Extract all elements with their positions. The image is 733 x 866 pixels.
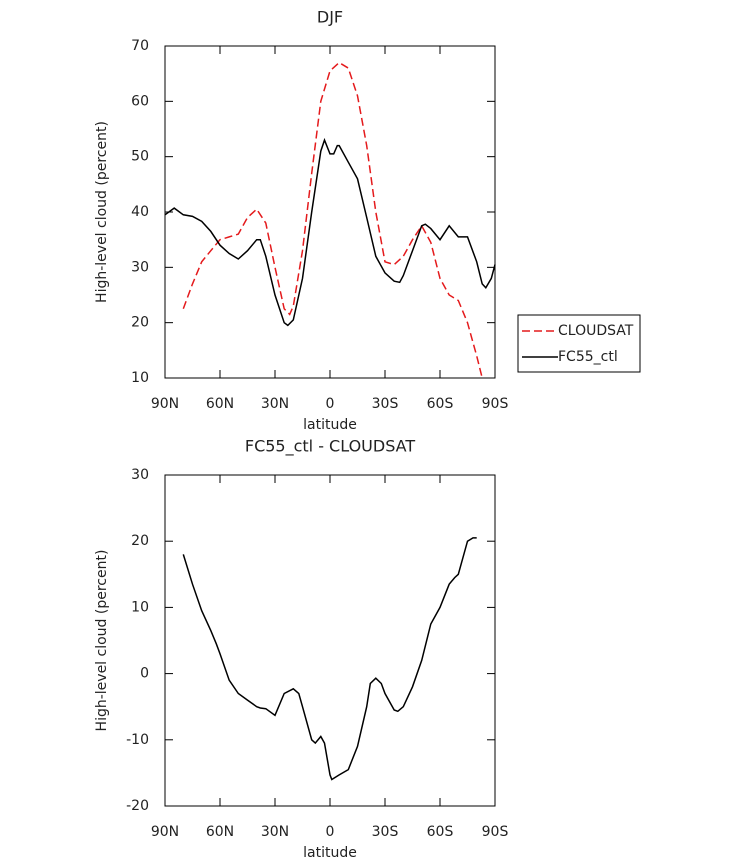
- x-tick-label: 0: [326, 396, 335, 412]
- y-tick-label: 20: [131, 533, 149, 549]
- y-tick-label: 40: [131, 204, 149, 220]
- x-tick-label: 0: [326, 824, 335, 840]
- y-tick-label: -20: [126, 798, 149, 814]
- y-tick-label: -10: [126, 732, 149, 748]
- x-axis-label: latitude: [303, 845, 357, 861]
- x-tick-label: 30N: [261, 396, 289, 412]
- x-tick-label: 60S: [427, 824, 454, 840]
- y-tick-label: 0: [140, 666, 149, 682]
- y-axis-label: High-level cloud (percent): [94, 121, 110, 303]
- y-tick-label: 50: [131, 149, 149, 165]
- x-tick-label: 60N: [206, 396, 234, 412]
- y-tick-label: 30: [131, 259, 149, 275]
- data-line: [182, 61, 483, 379]
- data-line: [164, 137, 496, 327]
- plot-frame: [164, 45, 496, 379]
- x-tick-label: 90S: [482, 396, 509, 412]
- x-tick-label: 60N: [206, 824, 234, 840]
- x-tick-label: 30N: [261, 824, 289, 840]
- x-tick-label: 90N: [151, 396, 179, 412]
- legend-label: FC55_ctl: [558, 349, 618, 365]
- y-tick-label: 70: [131, 38, 149, 54]
- x-axis-label: latitude: [303, 417, 357, 433]
- chart-title: FC55_ctl - CLOUDSAT: [245, 437, 415, 457]
- x-tick-label: 30S: [372, 824, 399, 840]
- x-tick-label: 30S: [372, 396, 399, 412]
- chart-title: DJF: [317, 8, 343, 27]
- y-tick-label: 20: [131, 315, 149, 331]
- legend-box: [517, 314, 641, 373]
- y-axis-label: High-level cloud (percent): [94, 550, 110, 732]
- y-tick-label: 10: [131, 370, 149, 386]
- x-tick-label: 60S: [427, 396, 454, 412]
- x-tick-label: 90S: [482, 824, 509, 840]
- y-tick-label: 60: [131, 93, 149, 109]
- y-tick-label: 10: [131, 599, 149, 615]
- x-tick-label: 90N: [151, 824, 179, 840]
- y-tick-label: 30: [131, 467, 149, 483]
- data-line: [182, 537, 477, 781]
- legend-label: CLOUDSAT: [558, 323, 634, 339]
